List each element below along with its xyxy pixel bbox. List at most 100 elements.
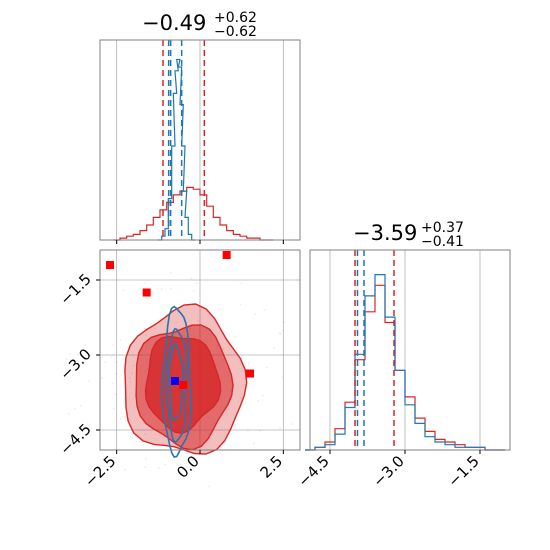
- y-tick-label-param2: −4.5: [56, 420, 94, 458]
- scatter-sample-point: [218, 303, 221, 306]
- marker-red: [106, 261, 114, 269]
- marker-red: [179, 381, 188, 389]
- title-param1-minus: −0.62: [214, 24, 257, 40]
- scatter-sample-point: [160, 288, 163, 291]
- hist-param1-red-series: [113, 186, 274, 241]
- scatter-sample-point: [154, 327, 156, 330]
- scatter-sample-point: [114, 393, 117, 395]
- contour-blue-level-2: [164, 327, 188, 444]
- scatter-sample-point: [119, 417, 122, 420]
- scatter-sample-point: [239, 282, 242, 285]
- scatter-sample-point: [272, 347, 275, 350]
- marker-red: [142, 288, 151, 297]
- scatter-sample-point: [144, 433, 147, 435]
- x-tick-label-param1: 0.0: [173, 452, 203, 482]
- marker-red: [246, 369, 254, 378]
- scatter-sample-point: [234, 424, 236, 427]
- scatter-sample-point: [124, 415, 127, 418]
- scatter-sample-point: [254, 313, 257, 316]
- contour-blue-level-3: [168, 342, 184, 422]
- title-param2: −3.59 +0.37 −0.41: [353, 220, 464, 250]
- scatter-sample-point: [246, 367, 249, 370]
- scatter-sample-point: [115, 361, 117, 364]
- scatter-sample-point: [157, 467, 160, 469]
- scatter-sample-point: [67, 413, 70, 416]
- scatter-sample-point: [169, 287, 172, 290]
- scatter-sample-point: [89, 353, 92, 356]
- scatter-sample-point: [84, 343, 86, 346]
- scatter-sample-point: [258, 429, 261, 432]
- scatter-sample-point: [279, 426, 281, 429]
- scatter-sample-point: [257, 400, 260, 402]
- scatter-sample-point: [142, 442, 145, 445]
- hist-param1-panel: [99, 39, 301, 244]
- scatter-sample-point: [124, 468, 127, 471]
- scatter-sample-point: [192, 289, 195, 292]
- hist-param2-panel: −4.5 −3.0 −1.5: [294, 249, 511, 491]
- scatter-sample-point: [128, 418, 131, 421]
- scatter-sample-point: [222, 348, 225, 350]
- scatter-sample-point: [129, 381, 132, 383]
- scatter-sample-point: [69, 352, 71, 355]
- scatter-sample-point: [182, 477, 185, 480]
- scatter-sample-point: [110, 356, 113, 359]
- scatter-sample-point: [112, 354, 115, 357]
- scatter-sample-point: [144, 466, 147, 468]
- scatter-sample-point: [175, 321, 178, 324]
- title-param2-plus: +0.37: [421, 220, 464, 236]
- joint-2d-panel: −2.5 0.0 2.5−1.5−3.0−4.5: [56, 249, 301, 491]
- scatter-sample-point: [121, 358, 124, 361]
- title-param1-main: −0.49: [142, 11, 206, 35]
- scatter-sample-point: [253, 442, 255, 445]
- title-param2-minus: −0.41: [421, 234, 464, 250]
- scatter-sample-point: [279, 333, 282, 335]
- scatter-sample-point: [164, 463, 167, 466]
- title-param2-main: −3.59: [353, 221, 417, 245]
- scatter-sample-point: [195, 282, 198, 285]
- scatter-sample-point: [240, 397, 243, 400]
- scatter-sample-point: [190, 277, 193, 280]
- scatter-sample-point: [208, 485, 211, 488]
- scatter-sample-point: [122, 289, 125, 292]
- y-tick-label-param2: −3.0: [56, 345, 94, 383]
- x-tick-label-param1: 2.5: [257, 452, 287, 482]
- scatter-sample-point: [145, 333, 147, 336]
- scatter-sample-point: [128, 420, 131, 422]
- scatter-sample-point: [187, 466, 190, 469]
- scatter-sample-point: [265, 366, 268, 369]
- scatter-sample-point: [233, 335, 236, 338]
- scatter-sample-point: [112, 344, 114, 347]
- scatter-sample-point: [112, 456, 115, 459]
- hist-param1-blue-series: [158, 58, 195, 241]
- panel-frame-right: [309, 249, 511, 451]
- scatter-sample-point: [247, 429, 249, 432]
- scatter-sample-point: [114, 372, 117, 375]
- scatter-sample-point: [133, 365, 135, 367]
- scatter-sample-point: [111, 382, 114, 385]
- y-tick-label-param2: −1.5: [56, 270, 94, 308]
- scatter-sample-point: [144, 327, 146, 330]
- scatter-sample-point: [104, 360, 107, 363]
- marker-blue: [171, 377, 179, 385]
- scatter-sample-point: [243, 362, 246, 364]
- scatter-sample-point: [282, 329, 285, 332]
- scatter-sample-point: [281, 376, 283, 379]
- hist-param2-blue-series: [305, 274, 505, 451]
- scatter-sample-point: [121, 416, 124, 418]
- scatter-sample-point: [239, 303, 242, 306]
- scatter-sample-point: [247, 362, 250, 365]
- scatter-sample-point: [256, 468, 259, 470]
- scatter-sample-point: [119, 339, 122, 342]
- title-param1: −0.49 +0.62 −0.62: [142, 10, 257, 40]
- contour-blue-level-1: [160, 305, 192, 458]
- scatter-sample-point: [180, 465, 183, 468]
- scatter-sample-point: [101, 376, 103, 379]
- scatter-sample-point: [65, 358, 68, 361]
- scatter-sample-point: [291, 423, 294, 426]
- scatter-sample-point: [144, 281, 146, 284]
- scatter-sample-point: [278, 332, 281, 335]
- scatter-sample-point: [112, 407, 115, 410]
- scatter-sample-point: [262, 394, 264, 397]
- scatter-sample-point: [283, 321, 286, 324]
